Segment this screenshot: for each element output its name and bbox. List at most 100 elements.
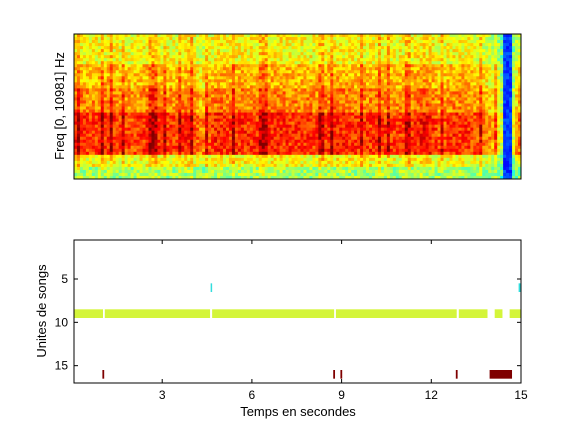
spectrogram-cell [85, 139, 90, 144]
spectrogram-cell [181, 118, 185, 122]
spectrogram-cell [199, 112, 203, 116]
spectrogram-cell [294, 58, 298, 62]
spectrogram-cell [97, 130, 102, 135]
spectrogram-cell [151, 136, 155, 141]
spectrogram-cell [109, 49, 114, 53]
spectrogram-cell [76, 166, 81, 171]
spectrogram-cell [327, 163, 331, 168]
spectrogram-cell [276, 160, 281, 165]
spectrogram-cell [366, 49, 370, 53]
spectrogram-cell [97, 55, 102, 59]
spectrogram-cell [172, 157, 176, 162]
spectrogram-cell [148, 88, 152, 92]
spectrogram-cell [196, 175, 200, 179]
spectrogram-cell [336, 148, 340, 153]
spectrogram-cell [273, 142, 278, 147]
spectrogram-cell [261, 64, 266, 68]
spectrogram-cell [303, 157, 307, 162]
spectrogram-cell [160, 163, 164, 168]
spectrogram-cell [234, 67, 239, 71]
spectrogram-cell [223, 88, 227, 92]
spectrogram-cell [175, 160, 179, 165]
spectrogram-cell [193, 121, 197, 126]
spectrogram-cell [127, 169, 132, 174]
spectrogram-cell [282, 37, 286, 41]
spectrogram-cell [321, 58, 325, 62]
spectrogram-cell [214, 82, 218, 86]
spectrogram-cell [160, 37, 164, 41]
spectrogram-cell [270, 76, 275, 80]
spectrogram-cell [363, 55, 367, 59]
spectrogram-cell [145, 88, 149, 92]
spectrogram-cell [372, 100, 376, 104]
spectrogram-cell [267, 112, 272, 116]
spectrogram-cell [82, 91, 87, 95]
spectrogram-cell [276, 157, 281, 162]
spectrogram-cell [163, 109, 167, 113]
spectrogram-cell [106, 109, 111, 113]
spectrogram-cell [106, 61, 111, 65]
spectrogram-cell [190, 148, 194, 153]
spectrogram-cell [309, 46, 313, 50]
spectrogram-cell [94, 151, 99, 156]
spectrogram-cell [360, 46, 364, 50]
spectrogram-cell [187, 124, 191, 129]
spectrogram-cell [237, 37, 242, 41]
spectrogram-cell [312, 49, 316, 53]
spectrogram-cell [380, 109, 385, 113]
spectrogram-cell [300, 160, 304, 165]
spectrogram-cell [377, 136, 382, 141]
spectrogram-cell [163, 115, 167, 119]
spectrogram-cell [106, 91, 111, 95]
spectrogram-cell [79, 85, 84, 89]
spectrogram-cell [85, 109, 90, 113]
spectrogram-cell [366, 166, 370, 171]
spectrogram-cell [130, 127, 134, 132]
spectrogram-cell [151, 115, 155, 119]
spectrogram-cell [374, 46, 379, 50]
spectrogram-cell [374, 148, 379, 153]
spectrogram-cell [202, 64, 206, 68]
spectrogram-cell [154, 40, 158, 44]
spectrogram-cell [220, 55, 224, 59]
spectrogram-cell [273, 43, 278, 47]
spectrogram-cell [267, 34, 272, 38]
spectrogram-cell [145, 109, 149, 113]
spectrogram-cell [214, 67, 218, 71]
spectrogram-cell [79, 91, 84, 95]
spectrogram-cell [175, 82, 179, 86]
spectrogram-cell [300, 64, 304, 68]
spectrogram-cell [291, 43, 295, 47]
spectrogram-cell [294, 43, 298, 47]
spectrogram-cell [363, 118, 367, 122]
spectrogram-cell [243, 94, 248, 98]
spectrogram-cell [193, 136, 197, 141]
spectrogram-cell [157, 91, 161, 95]
spectrogram-cell [297, 154, 301, 159]
spectrogram-cell [237, 106, 242, 110]
spectrogram-cell [160, 106, 164, 110]
spectrogram-cell [109, 142, 114, 147]
spectrogram-cell [249, 160, 254, 165]
spectrogram-cell [217, 70, 221, 74]
spectrogram-cell [91, 103, 96, 107]
spectrogram-cell [363, 163, 367, 168]
spectrogram-cell [223, 55, 227, 59]
spectrogram-cell [217, 79, 221, 83]
spectrogram-cell [333, 49, 337, 53]
spectrogram-cell [243, 163, 248, 168]
spectrogram-cell [151, 169, 155, 174]
spectrogram-cell [214, 148, 218, 153]
spectrogram-cell [258, 151, 263, 156]
spectrogram-cell [318, 145, 322, 150]
spectrogram-cell [243, 124, 248, 129]
spectrogram-cell [273, 46, 278, 50]
spectrogram-cell [246, 100, 251, 104]
spectrogram-cell [291, 67, 295, 71]
spectrogram-cell [82, 43, 87, 47]
spectrogram-cell [190, 94, 194, 98]
spectrogram-cell [377, 94, 382, 98]
spectrogram-cell [327, 49, 331, 53]
spectrogram-cell [294, 103, 298, 107]
spectrogram-cell [82, 49, 87, 53]
